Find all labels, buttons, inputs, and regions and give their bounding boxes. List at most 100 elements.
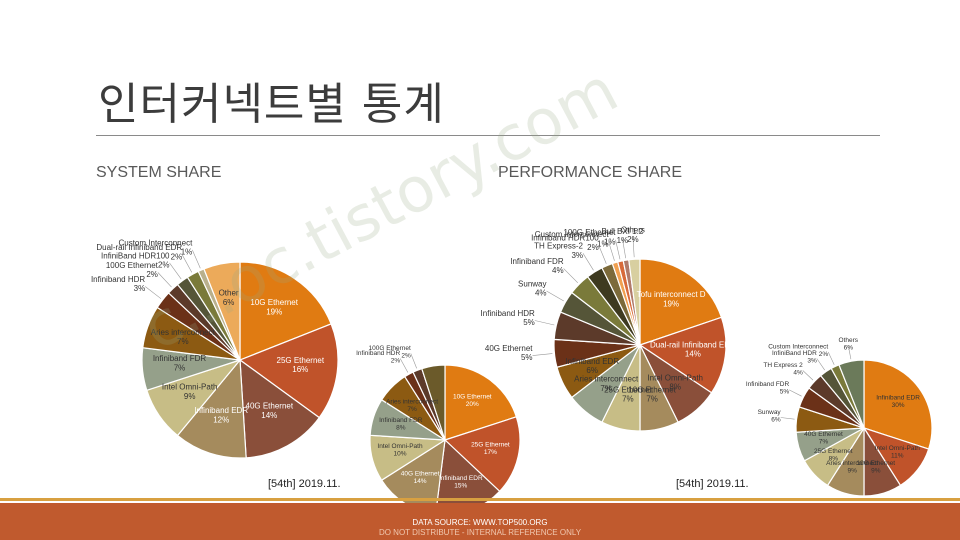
slice-label: Aries interconnect 7% (574, 375, 639, 393)
slice-label: Custom Interconnect 1% (118, 238, 193, 256)
slice-label: Bull BXI 1.2 1% (601, 227, 643, 245)
leader-line (608, 241, 615, 261)
slice-label: Infiniband FDR 7% (153, 354, 207, 372)
slice-label: 100G Ethernet 2% (369, 345, 411, 360)
slice-label: Infiniband EDR 15% (439, 475, 483, 490)
slice-label: Intel Omni-Path 9% (162, 383, 218, 401)
slice-label: Infiniband HDR 3% (91, 275, 145, 293)
slice-label: Others 2% (621, 226, 645, 244)
pie-slice (863, 359, 933, 450)
pie-slice (838, 359, 865, 429)
slice-label: Infiniband HDR 5% (481, 309, 535, 327)
pie-slice (638, 316, 727, 394)
slice-label: Aries interconnect 7% (386, 398, 438, 413)
slice-label: Intel Omni-Path 8% (647, 374, 703, 392)
pie-slice (443, 416, 521, 493)
slice-label: 100G Ethernet 2% (106, 261, 159, 279)
leader-line (532, 353, 553, 356)
leader-line (802, 370, 814, 381)
slice-label: Intel Omni-Path 11% (875, 445, 921, 460)
pie-slice (239, 261, 332, 361)
slice-label: Infiniband FDR 4% (510, 257, 564, 275)
leader-line (145, 286, 162, 299)
slice-label: Infiniband EDR 30% (876, 395, 920, 410)
slice-label: 10G Ethernet 20% (453, 394, 492, 409)
page-title: 인터커넥트별 통계 (98, 79, 445, 130)
slice-label: Infiniband FDR 8% (379, 417, 423, 432)
leader-line (827, 351, 835, 365)
slice-label: 100G Ethernet 1% (563, 228, 616, 246)
pie-slice (444, 364, 518, 441)
slice-label: Sunway 6% (758, 409, 782, 424)
leader-line (399, 358, 409, 373)
pie-slice (628, 258, 641, 346)
leader-line (789, 389, 802, 397)
leader-line (598, 245, 607, 264)
slice-label: Dual-rail Infiniband EDR 2% (96, 243, 182, 261)
slice-label: 25G Ethernet 17% (471, 441, 510, 456)
leader-line (192, 249, 201, 269)
slice-label: 40G Ethernet 5% (485, 344, 533, 362)
system-period-label: [54th] 2019.11. (268, 478, 341, 490)
slice-label: 25G Ethernet 8% (814, 448, 853, 463)
leader-line (816, 358, 825, 371)
system-share-main-pie: 10G Ethernet 19% 25G Ethernet 16% 40G Ethern… (91, 238, 339, 459)
slice-label: 10G Ethernet 7% (628, 385, 676, 403)
title-divider (96, 135, 880, 136)
footer-note: DO NOT DISTRIBUTE - INTERNAL REFERENCE O… (378, 528, 582, 537)
leader-line (410, 353, 417, 369)
leader-line (848, 345, 852, 360)
slice-label: TH Express-2 3% (534, 242, 583, 260)
leader-line (632, 237, 635, 258)
leader-line (615, 239, 621, 260)
slice-label: 40G Ethernet 7% (804, 431, 843, 446)
leader-line (157, 272, 172, 288)
slice-label: Infiniband HDR 2% (356, 350, 400, 365)
pie-slice (639, 258, 723, 346)
slice-label: Custom Interconnect 1% (535, 230, 610, 248)
slice-label: Infiniband EDR 6% (565, 357, 619, 375)
footer-data-source: DATA SOURCE: WWW.TOP500.ORG (412, 518, 548, 527)
slice-label: Aries interconnect 9% (826, 460, 878, 475)
pie-slice (421, 364, 446, 441)
leader-line (534, 320, 555, 326)
slice-label: Custom Interconnect 2% (768, 343, 828, 358)
pie-slice (203, 261, 241, 361)
slice-label: 40G Ethernet 14% (246, 402, 294, 420)
leader-line (169, 262, 182, 280)
footer-bar (0, 503, 960, 540)
pie-slice (176, 358, 247, 459)
slice-label: 40G Ethernet 14% (401, 471, 440, 486)
slice-label: 10G Ethernet 19% (250, 298, 298, 316)
slice-label: InfiniBand HDR100 2% (101, 251, 170, 269)
pie-slice (238, 323, 339, 419)
leader-line (181, 254, 193, 273)
leader-line (780, 417, 795, 420)
slice-label: Aries interconnect 7% (151, 328, 216, 346)
slice-label: Infiniband FDR 5% (746, 381, 790, 396)
footer-accent-line (0, 498, 960, 501)
performance-share-heading: PERFORMANCE SHARE (498, 164, 683, 181)
pie-slice (239, 358, 321, 459)
slice-label: TH Express 2 4% (763, 362, 803, 377)
slice-label: 25G Ethernet 16% (277, 356, 325, 374)
leader-line (546, 290, 564, 302)
performance-share-main-pie: Tofu interconnect D 19% Dual-rail Infiniba… (481, 226, 736, 432)
slice-label: 10G Ethernet 9% (856, 460, 895, 475)
system-share-secondary-pie: 10G Ethernet 20% 25G Ethernet 17% Infiniband… (356, 345, 521, 516)
performance-share-secondary-pie: Infiniband EDR 30% Intel Omni-Path 11%10G E… (746, 337, 933, 497)
slice-label: InfiniBand HDR 3% (772, 350, 817, 365)
slice-label: Infiniband EDR 12% (194, 406, 248, 424)
slice-label: Infiniband HDR100 2% (531, 234, 599, 252)
slice-label: Sunway 4% (518, 279, 546, 297)
performance-period-label: [54th] 2019.11. (676, 478, 749, 490)
leader-line (563, 268, 579, 284)
slice-label: 25G Ethernet 7% (604, 385, 652, 403)
slice-label: Intel Omni-Path 10% (377, 443, 423, 458)
slice-label: Others 6% (839, 337, 859, 352)
leader-line (582, 253, 594, 271)
slice-label: Tofu interconnect D 19% (637, 290, 706, 308)
slice-label: Other 6% (219, 289, 239, 307)
